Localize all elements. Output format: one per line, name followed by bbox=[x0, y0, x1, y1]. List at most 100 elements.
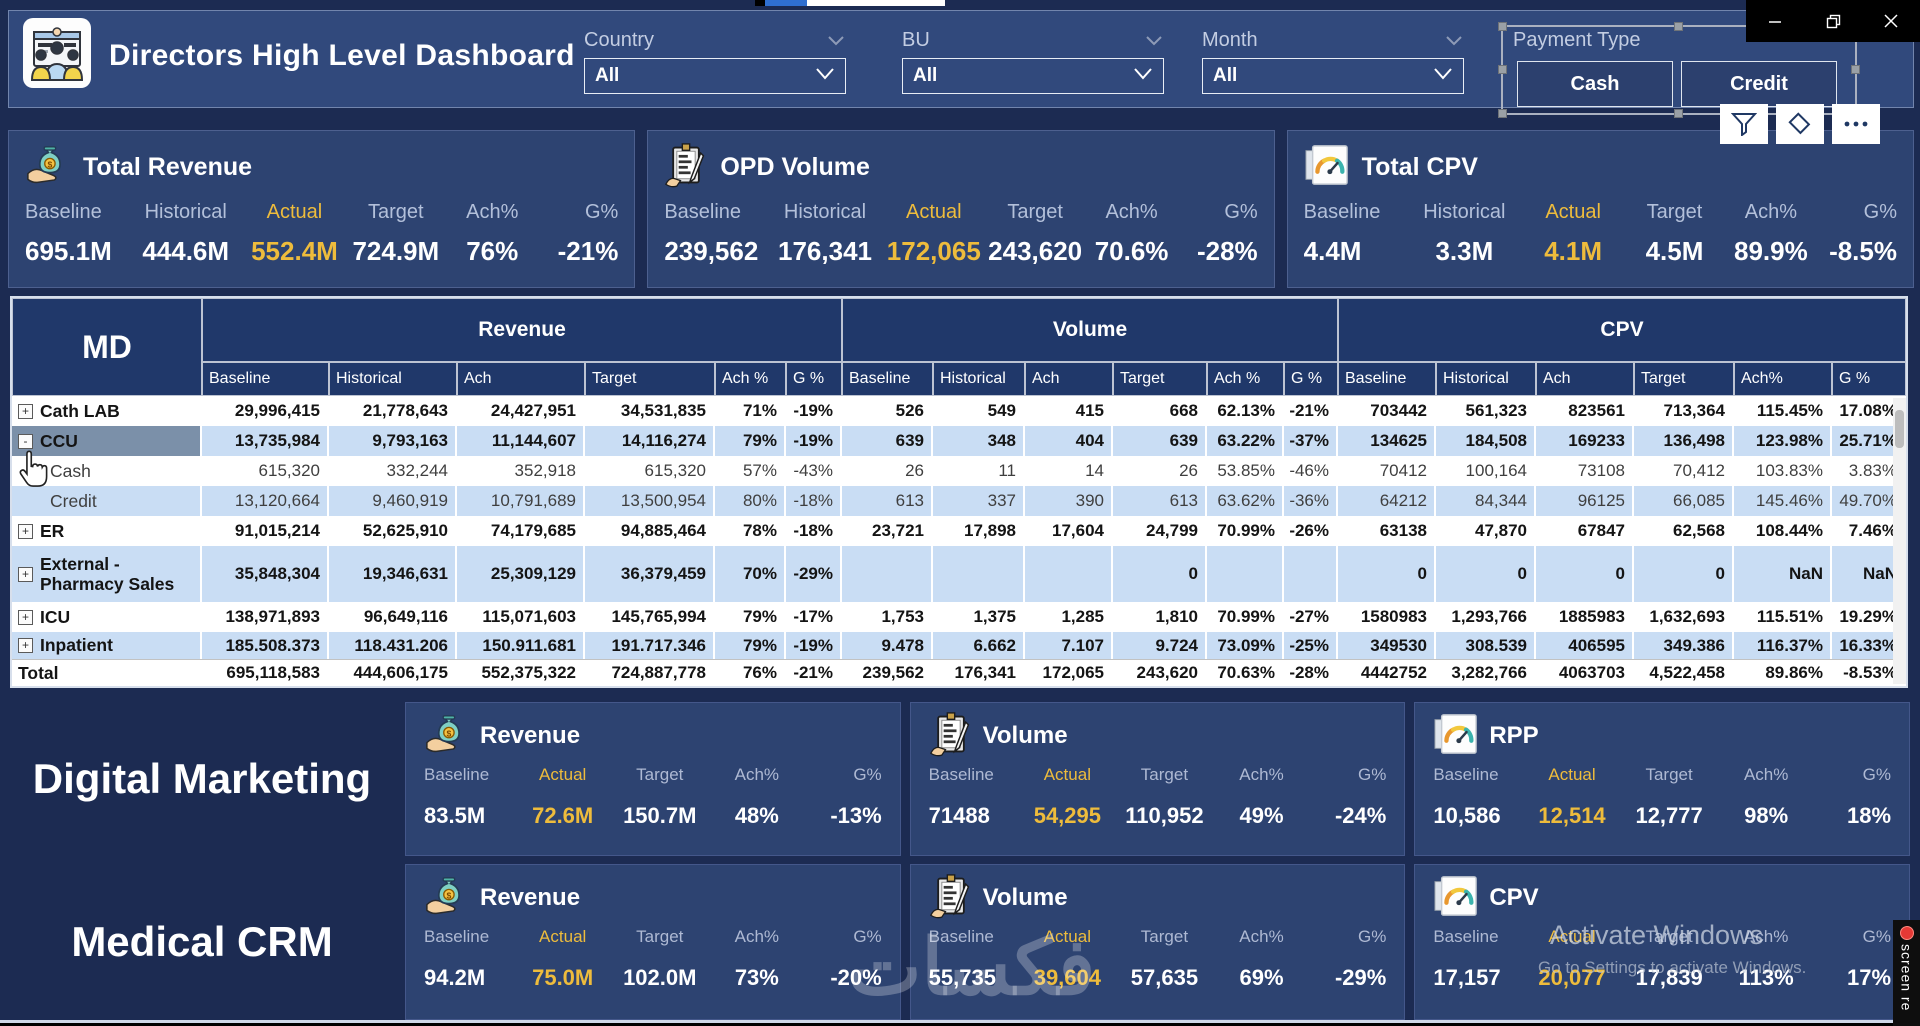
table-cell[interactable]: 9.478 bbox=[842, 632, 933, 659]
table-cell[interactable]: 352,918 bbox=[457, 456, 585, 486]
column-header-cpv-g[interactable]: G % bbox=[1832, 362, 1906, 396]
row-expander[interactable]: + bbox=[18, 523, 33, 539]
column-header-revenue-g[interactable]: G % bbox=[786, 362, 842, 396]
table-cell[interactable]: 63138 bbox=[1338, 516, 1436, 546]
table-cell[interactable]: 1,810 bbox=[1113, 602, 1207, 632]
row-label-icu[interactable]: + ICU bbox=[12, 602, 202, 632]
filter-funnel-button[interactable] bbox=[1720, 104, 1768, 144]
table-cell[interactable]: 613 bbox=[842, 486, 933, 516]
table-cell[interactable] bbox=[933, 546, 1025, 602]
table-cell[interactable]: 13,500,954 bbox=[585, 486, 715, 516]
table-cell[interactable]: -29% bbox=[786, 546, 842, 602]
table-cell[interactable]: 21,778,643 bbox=[329, 396, 457, 426]
table-cell[interactable]: 9.724 bbox=[1113, 632, 1207, 659]
table-cell[interactable]: 36,379,459 bbox=[585, 546, 715, 602]
chevron-down-icon[interactable] bbox=[1446, 33, 1462, 51]
table-cell[interactable]: 615,320 bbox=[585, 456, 715, 486]
table-cell[interactable]: 348 bbox=[933, 426, 1025, 456]
matrix-corner-header[interactable]: MD bbox=[12, 298, 202, 396]
table-cell[interactable]: 9,460,919 bbox=[329, 486, 457, 516]
table-cell[interactable]: 243,620 bbox=[1113, 660, 1207, 686]
column-header-volume-ach[interactable]: Ach bbox=[1025, 362, 1113, 396]
table-cell[interactable]: 185.508.373 bbox=[202, 632, 329, 659]
clear-selection-button[interactable] bbox=[1776, 104, 1824, 144]
column-header-revenue-target[interactable]: Target bbox=[585, 362, 715, 396]
table-cell[interactable]: -28% bbox=[1284, 660, 1338, 686]
table-cell[interactable]: 89.86% bbox=[1734, 660, 1832, 686]
table-cell[interactable]: 138,971,893 bbox=[202, 602, 329, 632]
table-cell[interactable]: 70.63% bbox=[1207, 660, 1284, 686]
table-cell[interactable]: 9,793,163 bbox=[329, 426, 457, 456]
table-cell[interactable] bbox=[1284, 546, 1338, 602]
credit-button[interactable]: Credit bbox=[1681, 61, 1837, 107]
table-cell[interactable]: 64212 bbox=[1338, 486, 1436, 516]
table-cell[interactable]: 62,568 bbox=[1634, 516, 1734, 546]
table-cell[interactable]: 184,508 bbox=[1436, 426, 1536, 456]
table-cell[interactable]: 7.107 bbox=[1025, 632, 1113, 659]
table-cell[interactable]: 639 bbox=[842, 426, 933, 456]
table-cell[interactable]: -26% bbox=[1284, 516, 1338, 546]
table-cell[interactable]: 13,735,984 bbox=[202, 426, 329, 456]
row-label-inpatient[interactable]: + Inpatient bbox=[12, 632, 202, 659]
selection-handle[interactable] bbox=[1498, 22, 1507, 31]
row-label-external-pharmacy-sales[interactable]: + External - Pharmacy Sales bbox=[12, 546, 202, 602]
table-cell[interactable]: 713,364 bbox=[1634, 396, 1734, 426]
table-cell[interactable] bbox=[842, 546, 933, 602]
table-cell[interactable]: 390 bbox=[1025, 486, 1113, 516]
table-cell[interactable]: 0 bbox=[1436, 546, 1536, 602]
table-cell[interactable]: 70.99% bbox=[1207, 516, 1284, 546]
table-cell[interactable]: -19% bbox=[786, 396, 842, 426]
table-cell[interactable]: 29,996,415 bbox=[202, 396, 329, 426]
selection-handle[interactable] bbox=[1674, 109, 1683, 118]
table-cell[interactable]: 695,118,583 bbox=[202, 660, 329, 686]
table-cell[interactable]: 17,898 bbox=[933, 516, 1025, 546]
table-cell[interactable]: 70412 bbox=[1338, 456, 1436, 486]
table-cell[interactable]: -36% bbox=[1284, 486, 1338, 516]
table-cell[interactable]: 549 bbox=[933, 396, 1025, 426]
table-cell[interactable]: 118.431.206 bbox=[329, 632, 457, 659]
table-cell[interactable]: 52,625,910 bbox=[329, 516, 457, 546]
table-cell[interactable]: 145,765,994 bbox=[585, 602, 715, 632]
table-cell[interactable]: 73108 bbox=[1536, 456, 1634, 486]
table-cell[interactable]: 76% bbox=[715, 660, 786, 686]
table-cell[interactable]: 308.539 bbox=[1436, 632, 1536, 659]
cash-button[interactable]: Cash bbox=[1517, 61, 1673, 107]
column-header-cpv-target[interactable]: Target bbox=[1634, 362, 1734, 396]
row-expander[interactable]: + bbox=[18, 609, 33, 625]
table-cell[interactable]: 561,323 bbox=[1436, 396, 1536, 426]
table-cell[interactable]: 47,870 bbox=[1436, 516, 1536, 546]
table-cell[interactable]: 404 bbox=[1025, 426, 1113, 456]
row-label-cath-lab[interactable]: + Cath LAB bbox=[12, 396, 202, 426]
table-cell[interactable]: 239,562 bbox=[842, 660, 933, 686]
table-cell[interactable]: 10,791,689 bbox=[457, 486, 585, 516]
table-cell[interactable] bbox=[1207, 546, 1284, 602]
table-cell[interactable]: 4063703 bbox=[1536, 660, 1634, 686]
table-cell[interactable]: 24,427,951 bbox=[457, 396, 585, 426]
column-header-volume-baseline[interactable]: Baseline bbox=[842, 362, 933, 396]
table-cell[interactable]: 552,375,322 bbox=[457, 660, 585, 686]
table-cell[interactable]: 150.911.681 bbox=[457, 632, 585, 659]
table-cell[interactable]: -18% bbox=[786, 486, 842, 516]
table-cell[interactable]: 26 bbox=[842, 456, 933, 486]
column-header-revenue-ach[interactable]: Ach % bbox=[715, 362, 786, 396]
table-cell[interactable]: 80% bbox=[715, 486, 786, 516]
table-cell[interactable]: 1,632,693 bbox=[1634, 602, 1734, 632]
table-cell[interactable]: 17,604 bbox=[1025, 516, 1113, 546]
row-label-total[interactable]: Total bbox=[12, 660, 202, 686]
table-cell[interactable]: -19% bbox=[786, 426, 842, 456]
table-cell[interactable]: 115.51% bbox=[1734, 602, 1832, 632]
window-minimize-button[interactable] bbox=[1746, 0, 1804, 42]
table-cell[interactable]: 1,375 bbox=[933, 602, 1025, 632]
table-cell[interactable]: 3,282,766 bbox=[1436, 660, 1536, 686]
table-cell[interactable]: 79% bbox=[715, 602, 786, 632]
table-cell[interactable]: 94,885,464 bbox=[585, 516, 715, 546]
table-cell[interactable]: -37% bbox=[1284, 426, 1338, 456]
column-header-cpv-ach[interactable]: Ach% bbox=[1734, 362, 1832, 396]
table-cell[interactable]: 406595 bbox=[1536, 632, 1634, 659]
table-cell[interactable]: 0 bbox=[1536, 546, 1634, 602]
table-cell[interactable]: 79% bbox=[715, 426, 786, 456]
column-header-volume-target[interactable]: Target bbox=[1113, 362, 1207, 396]
table-cell[interactable]: 703442 bbox=[1338, 396, 1436, 426]
table-cell[interactable]: 84,344 bbox=[1436, 486, 1536, 516]
table-cell[interactable]: 191.717.346 bbox=[585, 632, 715, 659]
